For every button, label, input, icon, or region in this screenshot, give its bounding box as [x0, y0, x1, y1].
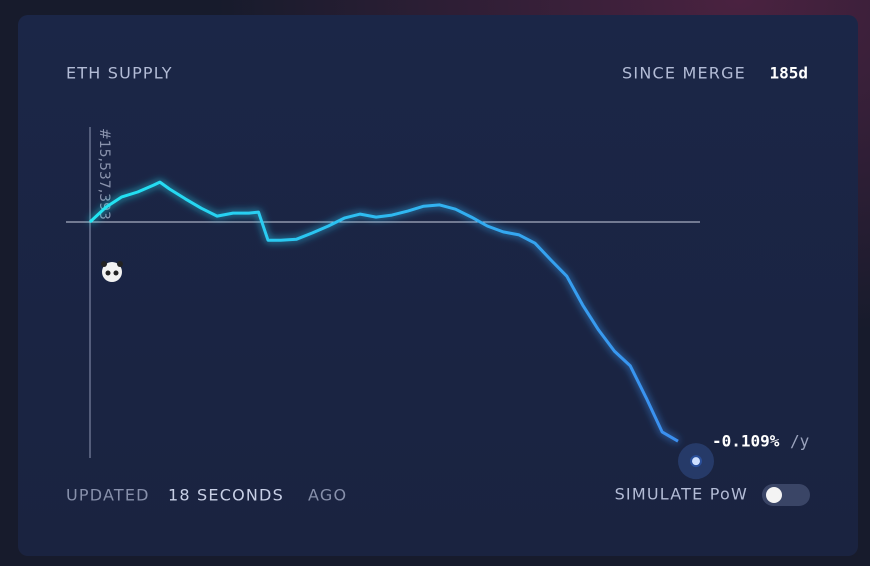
since-label: SINCE MERGE — [622, 64, 746, 83]
end-marker — [690, 455, 702, 468]
baseline-label: #15,537,393 — [96, 128, 112, 220]
updated-suffix: AGO — [308, 486, 347, 505]
supply-line — [88, 180, 679, 443]
end-value: -0.109% — [712, 432, 780, 451]
end-unit: /y — [790, 432, 810, 451]
updated-amount: 18 SECONDS — [168, 486, 284, 505]
toggle-label: SIMULATE PoW — [615, 485, 748, 504]
since-value: 185d — [769, 64, 808, 83]
toggle[interactable] — [762, 484, 810, 506]
title: ETH SUPPLY — [66, 64, 173, 83]
updated-prefix: UPDATED — [66, 486, 150, 505]
panda-icon — [101, 261, 123, 282]
card — [18, 15, 858, 556]
